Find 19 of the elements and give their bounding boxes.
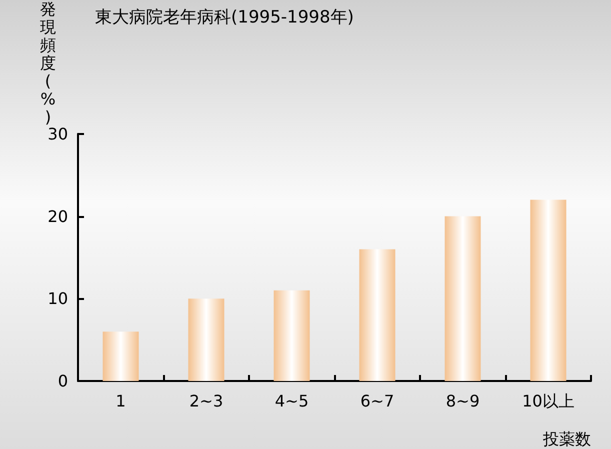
- bar: [188, 298, 224, 381]
- x-tick-label: 8~9: [446, 392, 480, 410]
- y-tick-label: 10: [48, 289, 68, 308]
- bar: [274, 290, 310, 381]
- bar: [444, 216, 481, 381]
- x-tick-label: 10以上: [522, 392, 574, 410]
- y-tick-label: 0: [58, 372, 68, 390]
- x-tick-label: 1: [116, 392, 126, 410]
- y-axis-title: 発現頻度(%): [40, 0, 56, 126]
- y-tick-label: 20: [48, 206, 68, 226]
- x-tick-label: 4~5: [274, 392, 309, 410]
- x-axis-title: 投薬数: [542, 430, 591, 448]
- bar: [359, 249, 396, 381]
- bar: [102, 332, 139, 381]
- x-tick-label: 2~3: [189, 392, 224, 410]
- chart-title: 東大病院老年病科(1995-1998年): [95, 8, 354, 28]
- bar: [530, 200, 566, 381]
- y-tick-label: 30: [48, 124, 68, 144]
- x-tick-label: 6~7: [360, 392, 394, 410]
